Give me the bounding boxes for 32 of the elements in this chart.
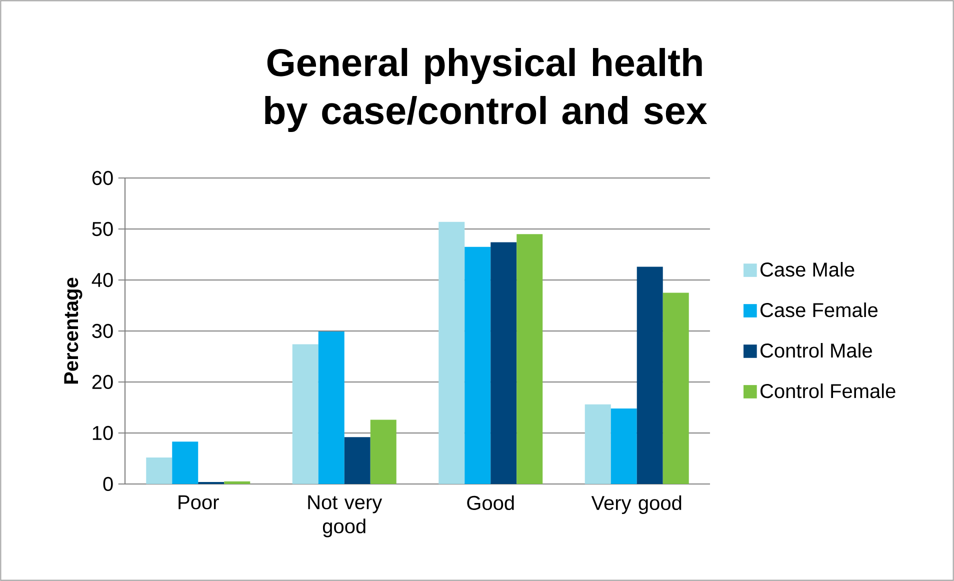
legend-label: Case Male bbox=[760, 262, 854, 277]
legend-label: Control Female bbox=[760, 383, 896, 398]
bar bbox=[344, 437, 370, 484]
y-tick-label: 20 bbox=[92, 374, 113, 390]
x-tick-label: Good bbox=[467, 495, 514, 510]
x-tick-label: Very good bbox=[591, 495, 682, 514]
x-tick-label: Not very good bbox=[308, 495, 382, 538]
bar bbox=[584, 404, 611, 484]
y-tick-label: 30 bbox=[92, 324, 113, 338]
legend-label: Control Male bbox=[760, 342, 872, 358]
chart-title: General physical health by case/control and sex bbox=[265, 48, 708, 132]
x-tick-label: Poor bbox=[178, 495, 219, 510]
bar bbox=[292, 344, 318, 484]
y-axis-title: Percentage bbox=[64, 278, 82, 384]
bar bbox=[516, 234, 543, 484]
legend-label: Case Female bbox=[760, 302, 878, 318]
y-tick-label: 60 bbox=[92, 170, 113, 186]
y-tick-label: 40 bbox=[92, 272, 113, 288]
bar bbox=[146, 457, 172, 484]
y-tick-label: 10 bbox=[92, 426, 113, 440]
bar bbox=[370, 420, 396, 484]
bar bbox=[464, 246, 491, 484]
bar bbox=[438, 222, 465, 484]
y-tick-label: 0 bbox=[103, 476, 113, 492]
bar bbox=[172, 442, 198, 484]
bar bbox=[662, 292, 689, 484]
y-tick-label: 50 bbox=[92, 222, 113, 236]
bar bbox=[224, 481, 250, 484]
bar bbox=[490, 242, 517, 484]
bar bbox=[610, 408, 637, 484]
bar bbox=[636, 266, 663, 484]
bar bbox=[318, 332, 344, 484]
